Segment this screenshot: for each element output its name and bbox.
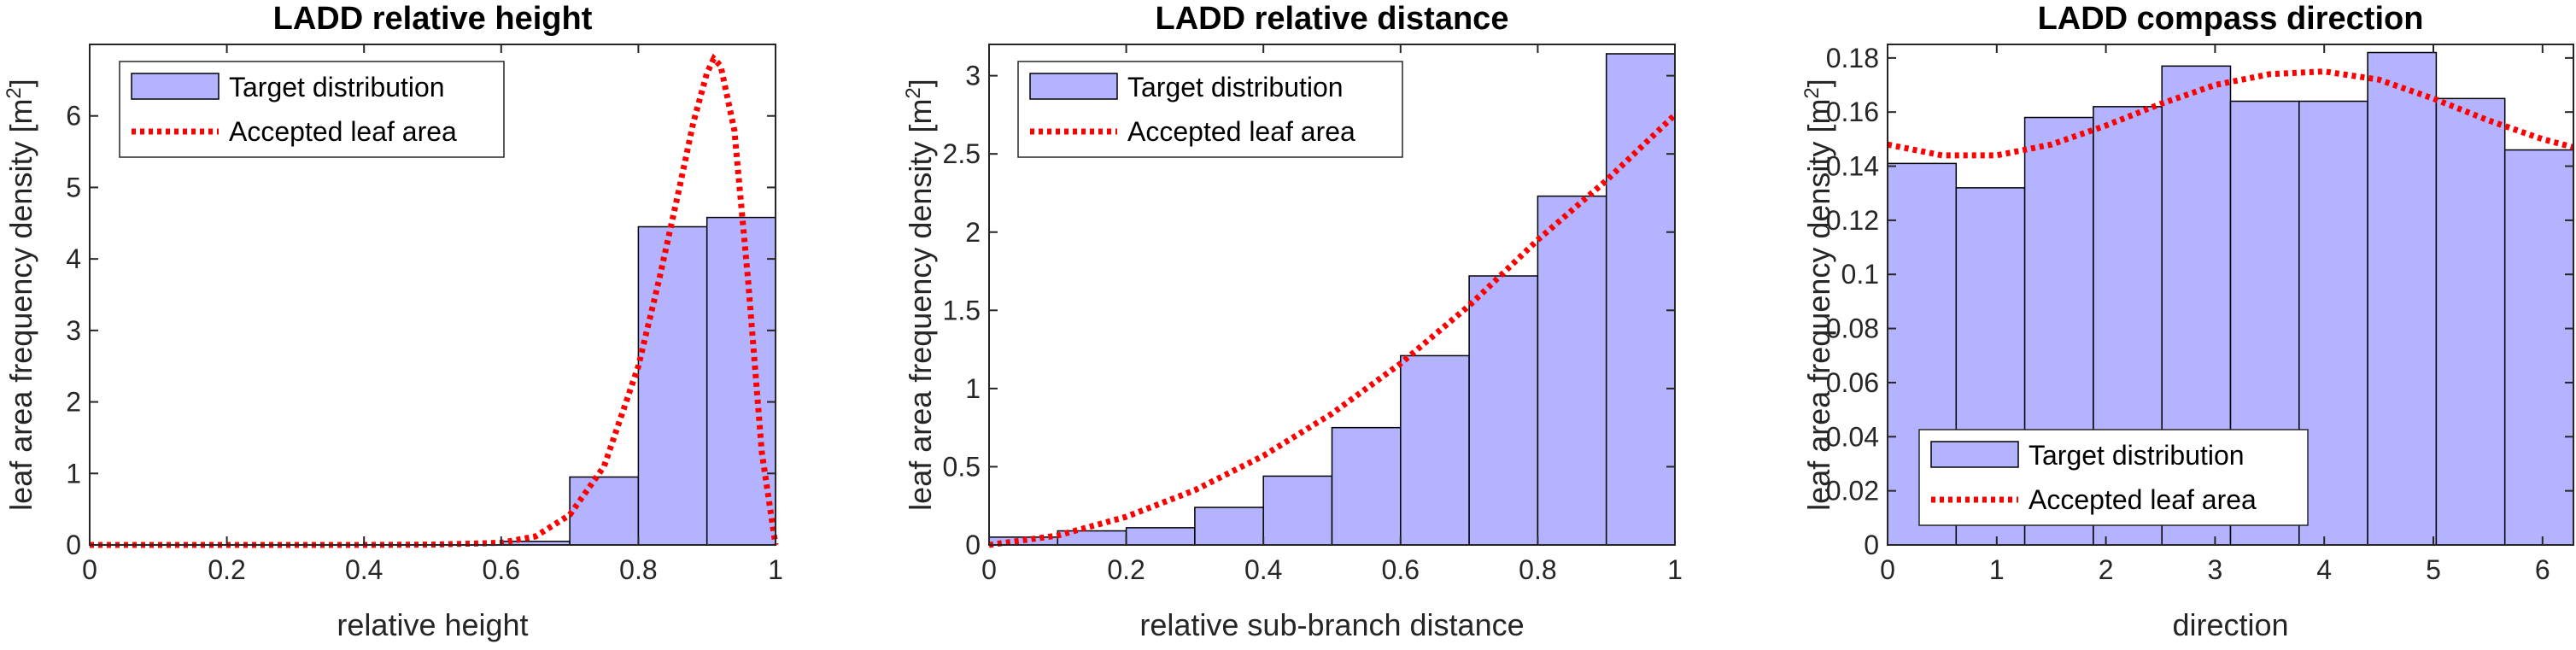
x-tick-label: 0.8 — [619, 554, 657, 585]
accepted-leaf-area-line — [90, 53, 779, 548]
histogram-bar — [2503, 149, 2574, 546]
x-tick-label: 1 — [1667, 554, 1683, 585]
histogram-bar — [1125, 527, 1196, 546]
y-tick-label: 0 — [66, 530, 81, 560]
x-tick-label: 5 — [2426, 554, 2441, 585]
y-axis-label-superscript: 2 — [902, 87, 925, 98]
legend: Target distribution Accepted leaf area — [1017, 61, 1403, 158]
y-tick-label: 0 — [965, 530, 981, 560]
legend-label-target-distribution: Target distribution — [1127, 72, 1344, 102]
chart-panel-1: 0 0.2 0.4 0.6 0.8 1 0 1 2 3 4 5 6 LADD relative heigh… — [3, 1, 783, 642]
legend-swatch-target-distribution — [1930, 441, 2019, 468]
y-tick-label: 5 — [66, 172, 81, 202]
y-tick-label: 0.08 — [1826, 313, 1879, 344]
legend: Target distribution Accepted leaf area — [119, 61, 505, 158]
histogram-bar — [569, 476, 640, 546]
y-tick-label: 0.1 — [1841, 259, 1879, 290]
legend-label-accepted-leaf-area: Accepted leaf area — [229, 116, 457, 147]
x-tick-label: 1 — [768, 554, 783, 585]
y-tick-label: 3 — [965, 61, 981, 91]
y-axis-label-bracket: ] — [903, 79, 938, 87]
legend-label-target-distribution: Target distribution — [229, 72, 445, 102]
histogram-bar — [1400, 354, 1470, 546]
y-tick-label: 0.18 — [1826, 43, 1879, 73]
x-tick-label: 1 — [1989, 554, 2005, 585]
y-tick-label: 2.5 — [943, 138, 981, 169]
x-tick-label: 6 — [2535, 554, 2550, 585]
y-tick-label: 0.16 — [1826, 97, 1879, 127]
x-tick-label: 3 — [2208, 554, 2223, 585]
x-tick-label: 0 — [1880, 554, 1895, 585]
x-tick-label: 0.4 — [1244, 554, 1282, 585]
x-tick-label: 0.6 — [1382, 554, 1420, 585]
x-tick-label: 0.2 — [208, 554, 245, 585]
y-tick-label: 6 — [66, 101, 81, 132]
y-tick-label: 0.02 — [1826, 476, 1879, 507]
x-tick-label: 0 — [981, 554, 997, 585]
histogram-bar — [2367, 51, 2438, 546]
legend-swatch-target-distribution — [1029, 73, 1118, 100]
y-axis-label: leaf area frequency density [m2] — [3, 79, 39, 511]
axes-frame — [89, 44, 776, 546]
accepted-leaf-area-line — [1887, 68, 2574, 159]
y-axis-label-superscript: 2 — [3, 87, 26, 98]
legend-swatch-target-distribution — [131, 73, 220, 100]
histogram-bar — [705, 216, 776, 546]
y-tick-label: 2 — [66, 387, 81, 418]
y-tick-label: 0.5 — [943, 451, 981, 482]
histogram-bar — [1194, 507, 1264, 546]
y-axis-label-bracket: ] — [3, 79, 38, 87]
y-tick-label: 0.14 — [1826, 151, 1879, 182]
legend-label-target-distribution: Target distribution — [2029, 440, 2245, 471]
chart-title: LADD relative height — [273, 1, 593, 37]
y-axis-label-bracket: ] — [1801, 79, 1836, 87]
y-tick-label: 3 — [66, 315, 81, 346]
histogram-bar — [2298, 100, 2368, 546]
chart-title: LADD compass direction — [2038, 1, 2424, 37]
histogram-bar — [2435, 97, 2506, 546]
x-axis-label: relative sub-branch distance — [1139, 607, 1524, 642]
y-tick-label: 2 — [965, 217, 981, 248]
y-tick-label: 1.5 — [943, 295, 981, 325]
y-tick-label: 0 — [1864, 530, 1879, 560]
x-tick-label: 0.6 — [483, 554, 520, 585]
axes-frame — [1887, 44, 2574, 546]
y-tick-label: 4 — [66, 243, 81, 274]
y-axis-label-text: leaf area frequency density [m — [1801, 99, 1836, 511]
chart-title: LADD relative distance — [1156, 1, 1509, 37]
accepted-leaf-area-line — [988, 112, 1677, 548]
x-tick-label: 0 — [82, 554, 97, 585]
legend: Target distribution Accepted leaf area — [1918, 429, 2309, 526]
y-tick-label: 1 — [66, 458, 81, 489]
legend-label-accepted-leaf-area: Accepted leaf area — [1127, 116, 1355, 147]
y-axis-label-text: leaf area frequency density [m — [903, 99, 938, 511]
y-axis-label: leaf area frequency density [m2] — [902, 79, 939, 511]
y-axis-label-superscript: 2 — [1800, 87, 1824, 98]
y-tick-label: 0.04 — [1826, 421, 1879, 452]
x-tick-label: 4 — [2316, 554, 2332, 585]
histogram-bar — [1537, 195, 1607, 546]
y-tick-label: 0.12 — [1826, 205, 1879, 236]
y-axis-label: leaf area frequency density [m2] — [1800, 79, 1837, 511]
axes-frame — [988, 44, 1676, 546]
x-axis-label: relative height — [337, 607, 528, 642]
histogram-bar — [1262, 475, 1333, 546]
x-tick-label: 2 — [2099, 554, 2114, 585]
histogram-bar — [1468, 275, 1539, 546]
chart-panel-2: 0 0.2 0.4 0.6 0.8 1 0 0.5 1 1.5 2 2.5 3 LADD relative… — [902, 1, 1683, 642]
y-tick-label: 1 — [965, 373, 981, 404]
x-tick-label: 0.8 — [1519, 554, 1556, 585]
histogram-bar — [637, 225, 708, 546]
x-tick-label: 0.4 — [345, 554, 383, 585]
histogram-bar — [1331, 426, 1402, 546]
y-tick-label: 0.06 — [1826, 367, 1879, 398]
x-axis-label: direction — [2172, 607, 2288, 642]
histogram-bar — [1605, 53, 1676, 546]
chart-panel-3: 0 1 2 3 4 5 6 0 0.02 0.04 0.06 0.08 0.1 0.12 0.14 0.16 0… — [1800, 1, 2574, 642]
legend-label-accepted-leaf-area: Accepted leaf area — [2029, 484, 2257, 515]
x-tick-label: 0.2 — [1107, 554, 1145, 585]
y-axis-label-text: leaf area frequency density [m — [3, 99, 38, 511]
